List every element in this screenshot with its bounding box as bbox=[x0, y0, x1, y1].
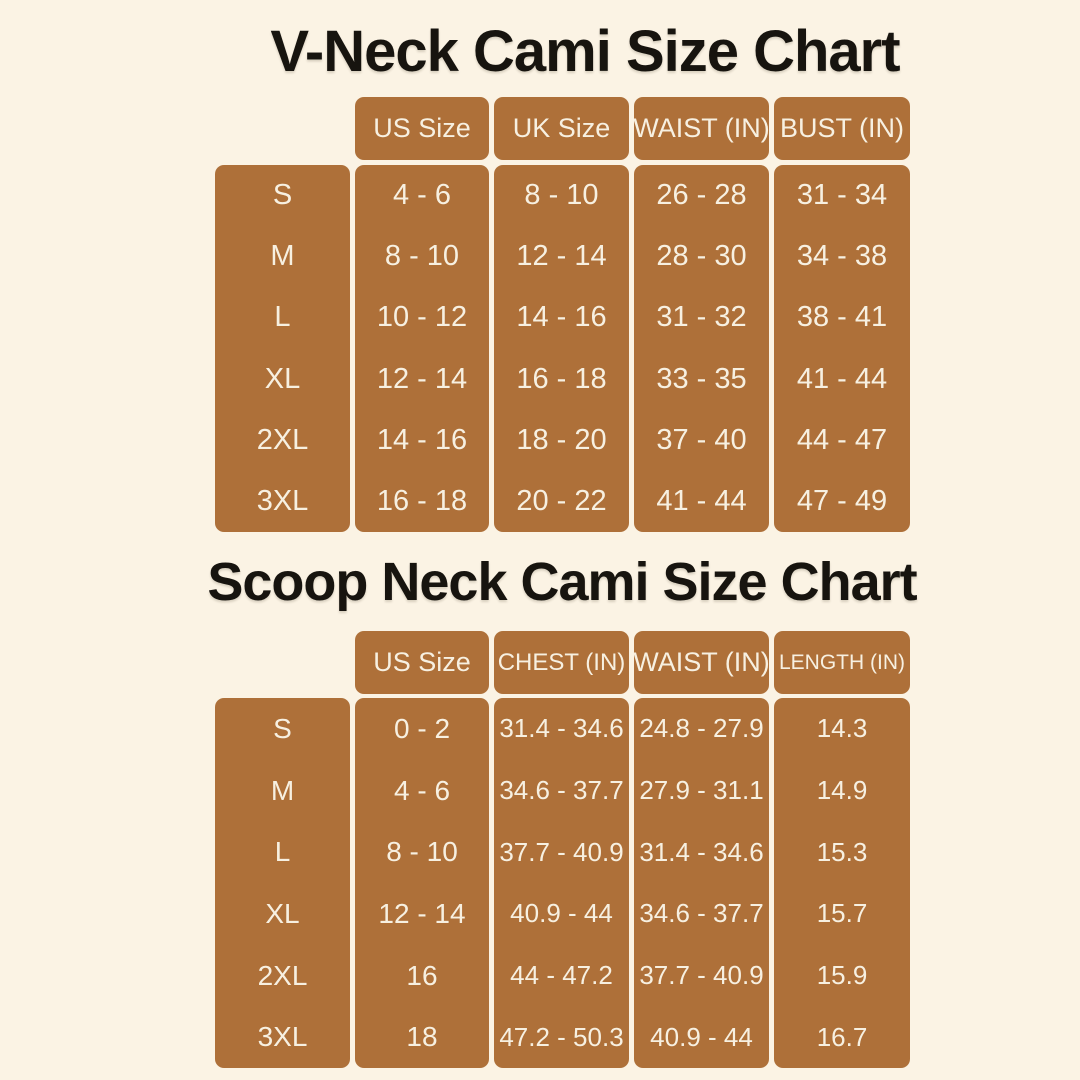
table-cell: 44 - 47 bbox=[796, 423, 888, 456]
table-cell: 8 - 10 bbox=[386, 836, 458, 868]
table-cell: 8 - 10 bbox=[524, 179, 599, 212]
table-cell: 16 - 18 bbox=[516, 362, 607, 395]
table-cell: 31 - 34 bbox=[796, 179, 888, 212]
table-cell: 27.9 - 31.1 bbox=[639, 775, 764, 805]
table-cell: 40.9 - 44 bbox=[650, 1021, 753, 1052]
table-cell: 10 - 12 bbox=[376, 301, 468, 334]
table-cell: 4 - 6 bbox=[393, 774, 451, 806]
vneck-chart-title: V-Neck Cami Size Chart bbox=[270, 19, 900, 84]
table-cell: 14.9 bbox=[816, 775, 868, 805]
table-cell: 12 - 14 bbox=[376, 362, 468, 395]
column-header-chest: CHEST (IN) bbox=[494, 631, 629, 694]
table-cell: 24.8 - 27.9 bbox=[639, 713, 764, 744]
size-label: S bbox=[273, 712, 292, 744]
table-cell: 40.9 - 44 bbox=[510, 898, 613, 929]
table-cell: 28 - 30 bbox=[656, 240, 747, 273]
table-cell: 16.7 bbox=[816, 1021, 868, 1052]
table-cell: 31.4 - 34.6 bbox=[499, 713, 624, 744]
column-header-us-size: US Size bbox=[355, 631, 489, 694]
column-header-uk-size: UK Size bbox=[494, 97, 629, 160]
table-cell: 8 - 10 bbox=[384, 240, 460, 273]
table-cell: 47 - 49 bbox=[796, 484, 888, 517]
table-cell: 20 - 22 bbox=[516, 484, 607, 517]
empty-corner-cell bbox=[215, 631, 350, 694]
table-cell: 18 bbox=[406, 1021, 438, 1053]
size-label: 3XL bbox=[257, 1021, 308, 1053]
us-size-column: 4 - 6 8 - 10 10 - 12 12 - 14 14 - 16 16 … bbox=[355, 165, 489, 532]
table-cell: 37.7 - 40.9 bbox=[639, 960, 764, 991]
column-header-waist: WAIST (IN) bbox=[634, 631, 769, 694]
table-cell: 18 - 20 bbox=[516, 423, 607, 456]
vneck-body: S M L XL 2XL 3XL 4 - 6 8 - 10 10 - 12 12… bbox=[215, 165, 910, 532]
vneck-header-row: US Size UK Size WAIST (IN) BUST (IN) bbox=[215, 97, 910, 160]
scoop-header-row: US Size CHEST (IN) WAIST (IN) LENGTH (IN… bbox=[215, 631, 910, 694]
column-header-waist: WAIST (IN) bbox=[634, 97, 769, 160]
table-cell: 12 - 14 bbox=[378, 897, 466, 929]
size-label: L bbox=[274, 836, 291, 868]
size-label: 2XL bbox=[256, 423, 309, 456]
size-label: XL bbox=[265, 897, 300, 929]
bust-column: 31 - 34 34 - 38 38 - 41 41 - 44 44 - 47 … bbox=[774, 165, 910, 532]
table-cell: 14 - 16 bbox=[516, 301, 607, 334]
size-label: M bbox=[270, 240, 295, 273]
table-cell: 14.3 bbox=[816, 713, 868, 744]
table-cell: 15.7 bbox=[816, 898, 868, 929]
waist-column: 26 - 28 28 - 30 31 - 32 33 - 35 37 - 40 … bbox=[634, 165, 769, 532]
vneck-size-table: US Size UK Size WAIST (IN) BUST (IN) S M… bbox=[215, 97, 910, 532]
table-cell: 31 - 32 bbox=[656, 301, 747, 334]
table-cell: 44 - 47.2 bbox=[510, 960, 613, 991]
column-header-bust: BUST (IN) bbox=[774, 97, 910, 160]
scoop-chart-title: Scoop Neck Cami Size Chart bbox=[207, 552, 917, 612]
table-cell: 41 - 44 bbox=[796, 362, 888, 395]
waist-column: 24.8 - 27.9 27.9 - 31.1 31.4 - 34.6 34.6… bbox=[634, 698, 769, 1068]
table-cell: 31.4 - 34.6 bbox=[639, 836, 764, 867]
column-header-length: LENGTH (IN) bbox=[774, 631, 910, 694]
table-cell: 41 - 44 bbox=[656, 484, 747, 517]
chest-column: 31.4 - 34.6 34.6 - 37.7 37.7 - 40.9 40.9… bbox=[494, 698, 629, 1068]
table-cell: 0 - 2 bbox=[393, 712, 451, 744]
table-cell: 15.3 bbox=[816, 836, 868, 867]
table-cell: 37.7 - 40.9 bbox=[499, 836, 624, 867]
size-label: XL bbox=[264, 362, 301, 395]
table-cell: 38 - 41 bbox=[796, 301, 888, 334]
table-cell: 37 - 40 bbox=[656, 423, 747, 456]
table-cell: 16 bbox=[406, 959, 438, 991]
table-cell: 16 - 18 bbox=[376, 484, 468, 517]
table-cell: 4 - 6 bbox=[392, 179, 452, 212]
size-label: L bbox=[274, 301, 291, 334]
size-label-column: S M L XL 2XL 3XL bbox=[215, 698, 350, 1068]
size-label: M bbox=[270, 774, 295, 806]
empty-corner-cell bbox=[215, 97, 350, 160]
scoop-body: S M L XL 2XL 3XL 0 - 2 4 - 6 8 - 10 12 -… bbox=[215, 698, 910, 1068]
table-cell: 47.2 - 50.3 bbox=[499, 1021, 624, 1052]
size-label: 2XL bbox=[257, 959, 308, 991]
table-cell: 12 - 14 bbox=[516, 240, 607, 273]
scoop-size-table: US Size CHEST (IN) WAIST (IN) LENGTH (IN… bbox=[215, 631, 910, 1068]
size-label-column: S M L XL 2XL 3XL bbox=[215, 165, 350, 532]
table-cell: 34 - 38 bbox=[796, 240, 888, 273]
size-label: S bbox=[272, 179, 293, 212]
table-cell: 34.6 - 37.7 bbox=[499, 775, 624, 805]
table-cell: 15.9 bbox=[816, 960, 868, 991]
us-size-column: 0 - 2 4 - 6 8 - 10 12 - 14 16 18 bbox=[355, 698, 489, 1068]
size-label: 3XL bbox=[256, 484, 309, 517]
table-cell: 26 - 28 bbox=[656, 179, 747, 212]
column-header-us-size: US Size bbox=[355, 97, 489, 160]
table-cell: 34.6 - 37.7 bbox=[639, 898, 764, 929]
table-cell: 14 - 16 bbox=[376, 423, 468, 456]
length-column: 14.3 14.9 15.3 15.7 15.9 16.7 bbox=[774, 698, 910, 1068]
uk-size-column: 8 - 10 12 - 14 14 - 16 16 - 18 18 - 20 2… bbox=[494, 165, 629, 532]
table-cell: 33 - 35 bbox=[656, 362, 747, 395]
